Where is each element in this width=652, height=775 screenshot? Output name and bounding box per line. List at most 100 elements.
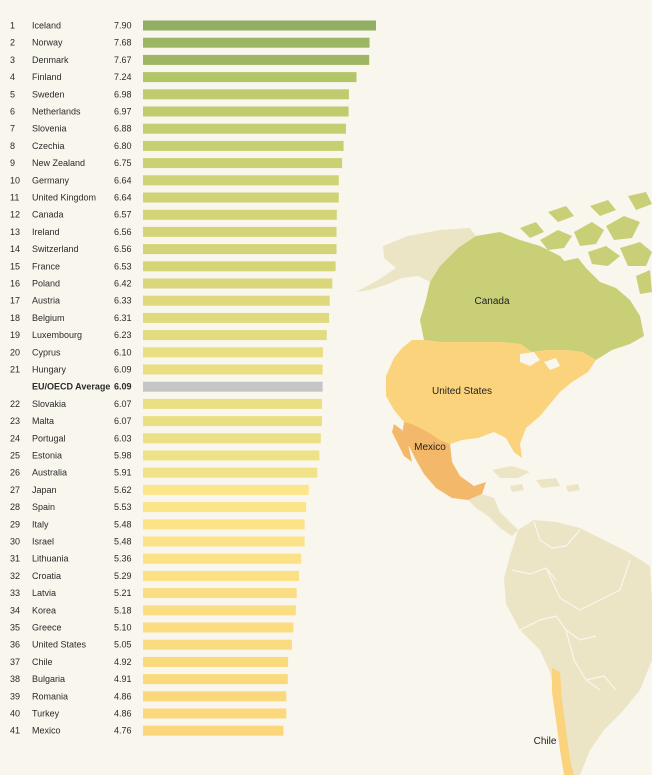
country-row: 32 Croatia 5.29 xyxy=(10,570,299,581)
rank-label: 36 xyxy=(10,640,20,650)
country-label: United States xyxy=(32,640,87,650)
map-united-states xyxy=(386,340,596,458)
map-label-mexico: Mexico xyxy=(414,442,446,453)
bar xyxy=(143,261,336,272)
value-label: 6.07 xyxy=(114,416,132,426)
rank-label: 24 xyxy=(10,433,20,443)
country-label: Croatia xyxy=(32,571,61,581)
rank-label: 21 xyxy=(10,365,20,375)
rank-label: 22 xyxy=(10,399,20,409)
value-label: 5.48 xyxy=(114,519,132,529)
rank-label: 6 xyxy=(10,107,15,117)
bar xyxy=(143,484,309,495)
country-label: Cyprus xyxy=(32,347,61,357)
bar xyxy=(143,140,344,151)
map-baja xyxy=(392,424,412,462)
country-label: Switzerland xyxy=(32,244,79,254)
value-label: 6.97 xyxy=(114,107,132,117)
country-label: Spain xyxy=(32,502,55,512)
bar xyxy=(143,175,339,186)
map-label-united-states: United States xyxy=(432,386,492,397)
bar xyxy=(143,536,305,547)
country-row: 1 Iceland 7.90 xyxy=(10,20,376,31)
rank-label: 28 xyxy=(10,502,20,512)
rank-label: 5 xyxy=(10,89,15,99)
chart-rows: 1 Iceland 7.90 2 Norway 7.68 3 Denmark 7.67 4 Finl… xyxy=(10,20,376,736)
country-label: Canada xyxy=(32,210,64,220)
country-row: 6 Netherlands 6.97 xyxy=(10,106,349,117)
country-row: 20 Cyprus 6.10 xyxy=(10,347,323,358)
rank-label: 2 xyxy=(10,38,15,48)
average-label: EU/OECD Average xyxy=(32,382,110,392)
country-row: 41 Mexico 4.76 xyxy=(10,725,284,736)
value-label: 5.98 xyxy=(114,451,132,461)
rank-label: 17 xyxy=(10,296,20,306)
country-label: Korea xyxy=(32,605,56,615)
bar xyxy=(143,691,287,702)
country-label: Finland xyxy=(32,72,62,82)
country-row: 28 Spain 5.53 xyxy=(10,502,307,513)
value-label: 6.88 xyxy=(114,124,132,134)
map-central-america xyxy=(468,494,518,536)
country-label: Norway xyxy=(32,38,63,48)
country-label: Luxembourg xyxy=(32,330,82,340)
rank-label: 29 xyxy=(10,519,20,529)
country-label: Sweden xyxy=(32,89,65,99)
country-row: 21 Hungary 6.09 xyxy=(10,364,323,375)
map-canada xyxy=(420,232,644,360)
value-label: 6.56 xyxy=(114,227,132,237)
bar xyxy=(143,72,357,83)
bar xyxy=(143,209,337,220)
bar xyxy=(143,519,305,530)
map-label-canada: Canada xyxy=(474,296,509,307)
country-label: Poland xyxy=(32,279,60,289)
country-label: Greece xyxy=(32,623,62,633)
country-label: Bulgaria xyxy=(32,674,65,684)
rank-label: 18 xyxy=(10,313,20,323)
value-label: 6.23 xyxy=(114,330,132,340)
map-chile xyxy=(552,668,574,775)
bar xyxy=(143,622,294,633)
rank-label: 34 xyxy=(10,605,20,615)
rank-label: 4 xyxy=(10,72,15,82)
bar xyxy=(143,312,330,323)
bar xyxy=(143,295,330,306)
country-label: Israel xyxy=(32,537,54,547)
rank-label: 19 xyxy=(10,330,20,340)
rank-label: 39 xyxy=(10,691,20,701)
country-label: Chile xyxy=(32,657,53,667)
country-row: 36 United States 5.05 xyxy=(10,639,292,650)
bar xyxy=(143,450,320,461)
rank-label: 20 xyxy=(10,347,20,357)
bar xyxy=(143,37,370,48)
bar xyxy=(143,398,322,409)
bar xyxy=(143,123,346,134)
country-label: Turkey xyxy=(32,709,60,719)
country-row: 5 Sweden 6.98 xyxy=(10,89,349,100)
map-south-america-borders xyxy=(511,521,631,691)
bar xyxy=(143,106,349,117)
country-label: Australia xyxy=(32,468,67,478)
rank-label: 26 xyxy=(10,468,20,478)
country-row: 9 New Zealand 6.75 xyxy=(10,158,343,169)
value-label: 5.53 xyxy=(114,502,132,512)
value-label: 4.86 xyxy=(114,709,132,719)
rank-label: 14 xyxy=(10,244,20,254)
bar xyxy=(143,192,339,203)
bar xyxy=(143,570,299,581)
country-label: Japan xyxy=(32,485,57,495)
country-row: 13 Ireland 6.56 xyxy=(10,226,337,237)
value-label: 5.29 xyxy=(114,571,132,581)
country-label: Italy xyxy=(32,519,49,529)
bar xyxy=(143,708,287,719)
map-alaska xyxy=(356,228,476,292)
bar xyxy=(143,433,321,444)
country-row: 26 Australia 5.91 xyxy=(10,467,318,478)
country-row: 38 Bulgaria 4.91 xyxy=(10,674,288,685)
country-label: Estonia xyxy=(32,451,62,461)
rank-label: 16 xyxy=(10,279,20,289)
country-label: Ireland xyxy=(32,227,60,237)
country-row: 37 Chile 4.92 xyxy=(10,656,289,667)
